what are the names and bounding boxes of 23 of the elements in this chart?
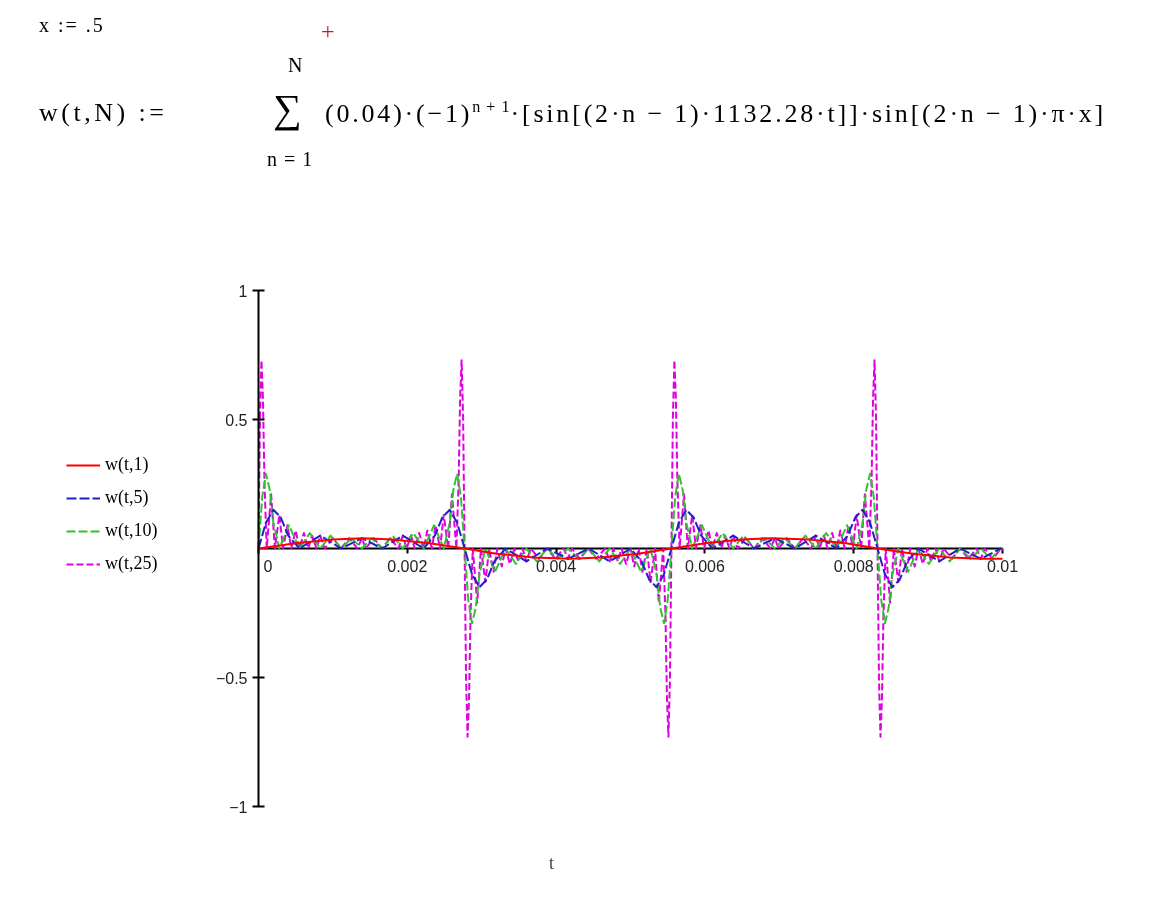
x-tick-label: 0.004 (536, 557, 577, 575)
x-tick-label: 0.002 (387, 557, 428, 575)
x-tick-label: 0 (263, 557, 273, 575)
x-axis-title: t (549, 852, 555, 873)
legend-label: w(t,1) (105, 454, 149, 475)
text: w(t,N) := (39, 97, 168, 129)
text: + (321, 17, 335, 46)
y-tick-label: −1 (229, 798, 248, 816)
x-tick-label: 0.01 (986, 557, 1019, 575)
text: (0.04)·(−1)$^{n + 1}$·[sin[(2·n − 1)·1132.28·t]]·sin[(2·n − 1)·π·x] (325, 97, 1107, 129)
x-tick-label: 0.006 (684, 557, 726, 575)
y-tick-label: 1 (238, 282, 248, 300)
text: ∑ (273, 85, 302, 133)
legend-label: w(t,10) (105, 520, 158, 541)
line-series (257, 537, 1004, 560)
y-tick-label: −0.5 (215, 669, 248, 687)
legend-label: w(t,25) (105, 553, 158, 574)
text: n = 1 (267, 147, 314, 171)
x-tick-label: 0.008 (833, 557, 874, 575)
legend-label: w(t,5) (105, 487, 149, 508)
text: x := .5 (39, 13, 105, 37)
y-tick-label: 0.5 (225, 411, 248, 429)
text: N (288, 53, 303, 77)
